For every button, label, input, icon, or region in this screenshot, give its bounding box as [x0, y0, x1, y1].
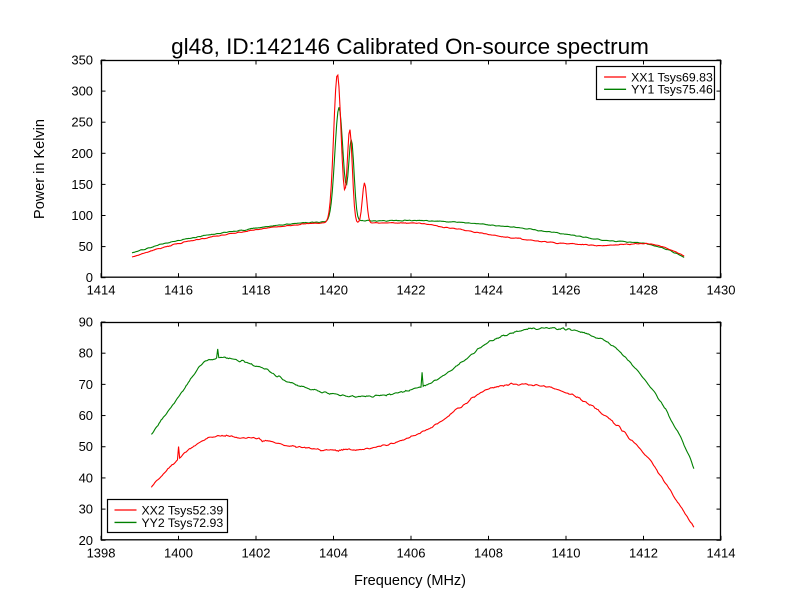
svg-text:40: 40	[78, 471, 92, 486]
svg-text:60: 60	[78, 408, 92, 423]
svg-text:1426: 1426	[551, 283, 580, 298]
svg-text:90: 90	[78, 315, 92, 330]
svg-text:80: 80	[78, 346, 92, 361]
svg-text:1410: 1410	[551, 546, 580, 561]
svg-text:1404: 1404	[319, 546, 348, 561]
svg-text:250: 250	[71, 115, 93, 130]
svg-text:1428: 1428	[629, 283, 658, 298]
svg-text:1430: 1430	[706, 283, 735, 298]
svg-text:1414: 1414	[706, 546, 735, 561]
svg-text:1422: 1422	[396, 283, 425, 298]
svg-text:50: 50	[78, 440, 92, 455]
svg-text:1408: 1408	[474, 546, 503, 561]
svg-text:1412: 1412	[629, 546, 658, 561]
svg-text:YY2 Tsys72.93: YY2 Tsys72.93	[141, 516, 223, 530]
svg-text:YY1 Tsys75.46: YY1 Tsys75.46	[631, 83, 713, 97]
svg-text:0: 0	[85, 270, 92, 285]
svg-text:150: 150	[71, 177, 93, 192]
svg-text:50: 50	[78, 239, 92, 254]
svg-text:70: 70	[78, 377, 92, 392]
svg-text:1402: 1402	[241, 546, 270, 561]
svg-text:200: 200	[71, 146, 93, 161]
svg-text:300: 300	[71, 84, 93, 99]
svg-text:1420: 1420	[319, 283, 348, 298]
svg-text:30: 30	[78, 502, 92, 517]
svg-text:1406: 1406	[396, 546, 425, 561]
svg-text:350: 350	[71, 53, 93, 68]
svg-text:100: 100	[71, 208, 93, 223]
svg-text:1418: 1418	[241, 283, 270, 298]
svg-text:1424: 1424	[474, 283, 503, 298]
svg-text:1416: 1416	[164, 283, 193, 298]
svg-text:20: 20	[78, 533, 92, 548]
svg-text:1400: 1400	[164, 546, 193, 561]
